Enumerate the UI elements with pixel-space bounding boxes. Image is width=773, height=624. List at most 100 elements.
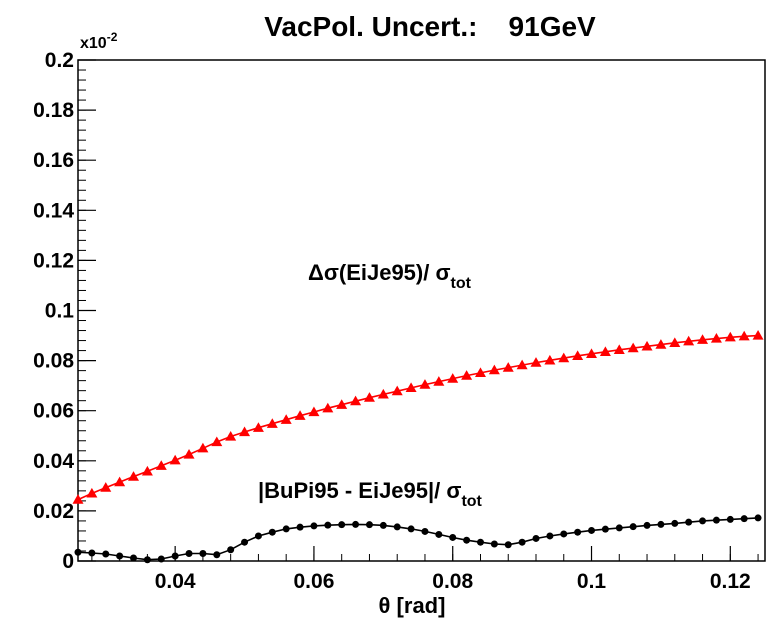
annotation-red-sub: tot	[451, 275, 472, 292]
data-point	[128, 471, 140, 481]
data-point	[463, 536, 471, 544]
data-point	[185, 549, 193, 557]
data-point	[558, 352, 570, 363]
data-point	[227, 546, 235, 554]
data-point	[697, 334, 709, 344]
data-point	[712, 516, 720, 524]
data-point	[421, 527, 429, 535]
data-point	[157, 555, 165, 563]
data-point	[502, 362, 514, 372]
data-point	[254, 532, 262, 540]
data-point	[324, 521, 332, 529]
y-tick-label: 0.1	[45, 300, 75, 323]
y-scale-exponent: -2	[107, 30, 118, 44]
data-point	[350, 395, 362, 406]
data-point	[657, 520, 665, 528]
data-point	[294, 410, 306, 420]
annotation-black-sub: tot	[461, 493, 482, 510]
y-tick-label: 0.2	[45, 49, 74, 72]
data-point	[296, 523, 304, 531]
data-point	[143, 556, 151, 564]
series-line	[77, 334, 759, 501]
data-point	[268, 528, 276, 536]
data-point	[586, 348, 598, 358]
data-point	[574, 528, 582, 536]
data-point	[116, 552, 124, 560]
data-point	[629, 523, 637, 531]
x-tick-label: 0.1	[577, 570, 607, 593]
y-tick-label: 0	[62, 550, 74, 573]
data-point	[183, 449, 195, 459]
data-point	[740, 515, 748, 523]
data-point	[627, 342, 639, 353]
data-point	[211, 436, 223, 447]
data-point	[532, 534, 540, 542]
series-line	[77, 517, 759, 561]
data-point	[252, 422, 264, 432]
data-point	[130, 554, 138, 562]
data-point	[655, 339, 667, 349]
data-point	[504, 541, 512, 549]
data-point	[726, 515, 734, 523]
chart-title: VacPol. Uncert.: 91GeV	[264, 11, 596, 42]
x-axis-title: θ [rad]	[379, 593, 446, 618]
y-scale-base: x10	[80, 35, 107, 52]
data-point	[615, 524, 623, 532]
data-point	[310, 522, 318, 530]
data-point	[338, 521, 346, 529]
data-point	[352, 520, 360, 528]
data-point	[683, 335, 695, 346]
data-point	[72, 494, 84, 504]
data-point	[141, 465, 153, 476]
data-point	[669, 337, 681, 347]
series-layer	[72, 330, 764, 564]
data-point	[86, 487, 98, 498]
data-point	[544, 354, 556, 365]
data-point	[393, 523, 401, 531]
data-point	[641, 340, 653, 351]
data-point	[419, 379, 431, 389]
data-point	[490, 540, 498, 548]
data-point	[560, 530, 568, 538]
y-tick-label: 0.12	[33, 249, 74, 272]
data-point	[754, 514, 762, 522]
data-point	[407, 525, 415, 533]
x-tick-label: 0.04	[155, 570, 196, 593]
data-point	[100, 482, 112, 492]
y-tick-label: 0.02	[33, 500, 74, 523]
data-point	[447, 373, 459, 383]
data-point	[724, 331, 736, 342]
data-point	[213, 551, 221, 559]
data-point	[282, 525, 290, 533]
annotation-black-series: |BuPi95 - EiJe95|/ σtot	[258, 478, 483, 510]
data-point	[474, 367, 486, 377]
data-point	[613, 344, 625, 354]
data-point	[643, 521, 651, 529]
data-point	[199, 549, 207, 557]
y-tick-label: 0.06	[33, 400, 74, 423]
y-tick-label: 0.04	[33, 450, 74, 473]
data-point	[171, 552, 179, 560]
data-point	[588, 526, 596, 534]
data-point	[752, 330, 764, 340]
data-point	[280, 414, 292, 424]
y-tick-label: 0.18	[33, 99, 74, 122]
data-point	[266, 418, 278, 428]
data-point	[738, 330, 750, 341]
data-point	[155, 460, 167, 470]
data-point	[461, 370, 473, 380]
data-point	[74, 548, 82, 556]
data-point	[488, 364, 500, 375]
annotation-red-series: Δσ(EiJe95)/ σtot	[308, 260, 472, 292]
y-tick-label: 0.14	[33, 199, 74, 222]
data-point	[377, 388, 389, 399]
data-point	[88, 549, 96, 557]
data-point	[685, 518, 693, 526]
data-point	[530, 357, 542, 367]
data-point	[336, 399, 348, 409]
data-point	[516, 359, 528, 370]
data-point	[518, 538, 526, 546]
data-point	[169, 454, 181, 465]
y-axis: 0 0.02 0.04 0.06 0.08 0.1 0.12 0.14 0.16 0.18 0.2	[33, 49, 96, 573]
